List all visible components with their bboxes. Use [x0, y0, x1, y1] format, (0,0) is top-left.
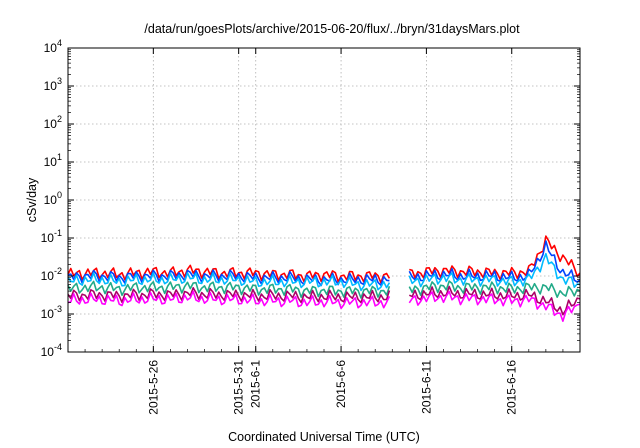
- y-tick-label: 100: [44, 190, 62, 207]
- x-axis-label: Coordinated Universal Time (UTC): [228, 430, 420, 444]
- y-axis: 10-4 10-3 10-2 10-1 100 101 102 103 104: [41, 38, 580, 359]
- y-tick-label: 103: [44, 76, 62, 93]
- y-tick-label: 10-2: [41, 266, 62, 283]
- series-line: [408, 290, 581, 323]
- y-tick-label: 101: [44, 152, 62, 169]
- series-line: [409, 235, 581, 281]
- y-tick-label: 10-3: [41, 304, 62, 321]
- series-line: [408, 252, 581, 289]
- x-tick-label: 2015-5-26: [146, 360, 160, 415]
- y-tick-label: 102: [44, 114, 62, 131]
- series-layer: [67, 235, 581, 323]
- series-line: [67, 286, 391, 304]
- x-tick-label: 2015-5-31: [232, 360, 246, 415]
- series-line: [408, 285, 581, 316]
- y-tick-label: 10-4: [41, 342, 62, 359]
- series-line: [67, 280, 391, 299]
- chart-title: /data/run/goesPlots/archive/2015-06-20/f…: [144, 22, 520, 36]
- series-line: [408, 280, 581, 299]
- x-axis: 2015-5-26 2015-5-31 2015-6-1 2015-6-6 2015-6…: [67, 48, 581, 415]
- y-tick-label: 104: [44, 38, 62, 55]
- series-line: [67, 290, 391, 310]
- series-line: [67, 272, 391, 292]
- y-tick-label: 10-1: [41, 228, 62, 245]
- x-tick-label: 2015-6-6: [334, 360, 348, 408]
- y-axis-label: cSv/day: [25, 177, 39, 222]
- x-tick-label: 2015-6-11: [419, 360, 433, 414]
- x-tick-label: 2015-6-1: [249, 360, 263, 408]
- series-line: [408, 240, 581, 283]
- x-tick-label: 2015-6-16: [505, 360, 519, 415]
